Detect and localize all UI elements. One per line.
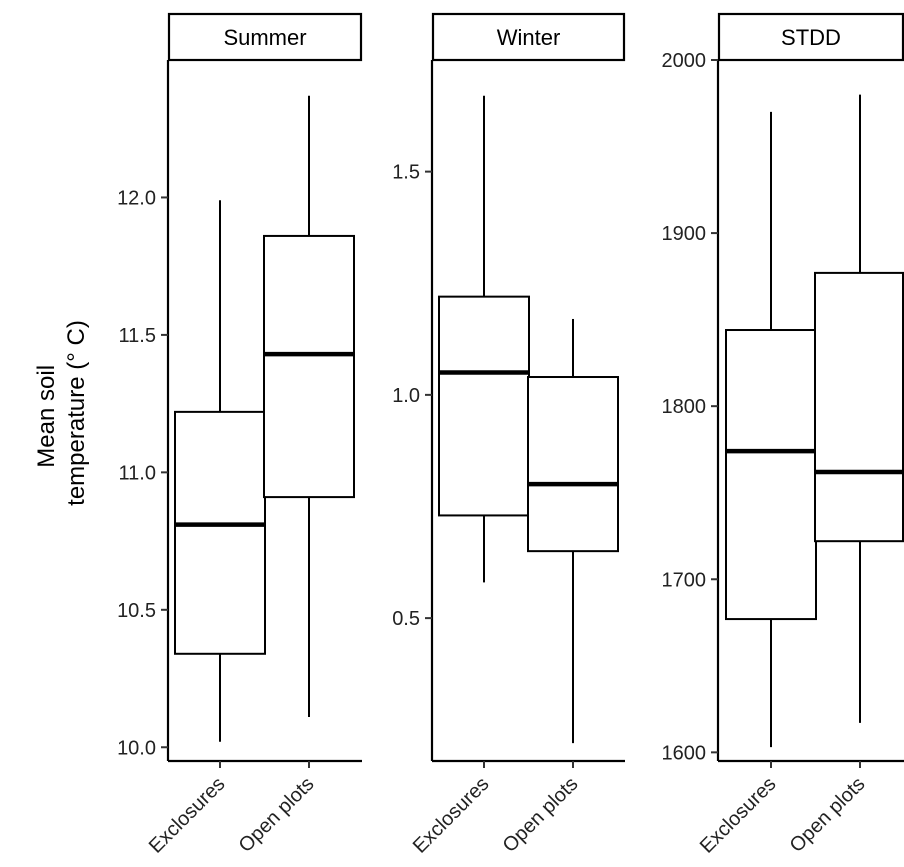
box-exclosures bbox=[725, 111, 817, 748]
facet-panel-summer: Summer 10.0 10.5 11.0 11.5 12.0 Exclosures Open… bbox=[117, 12, 363, 858]
y-tick-label: 11.0 bbox=[119, 462, 156, 484]
x-tick-label: Exclosures bbox=[409, 773, 494, 858]
facet-panel-stdd: STDD 1600 1700 1800 1900 2000 Exclosures Open p… bbox=[662, 12, 904, 858]
box-open-plots bbox=[527, 318, 619, 744]
facet-strip bbox=[167, 12, 363, 62]
y-tick-label: 1800 bbox=[662, 396, 707, 418]
x-tick-label: Exclosures bbox=[145, 773, 230, 858]
facet-strip bbox=[717, 12, 904, 62]
box-exclosures bbox=[438, 95, 530, 583]
x-tick-label: Open plots bbox=[235, 773, 319, 857]
y-axis-title: Mean soil temperature (° C) bbox=[33, 320, 90, 506]
iqr-box bbox=[438, 295, 530, 517]
box-open-plots bbox=[814, 94, 904, 723]
y-tick-label: 10.5 bbox=[117, 600, 156, 622]
y-tick-label: 0.5 bbox=[392, 608, 420, 630]
iqr-box bbox=[263, 234, 355, 499]
iqr-box bbox=[174, 410, 266, 655]
y-tick-label: 11.5 bbox=[119, 325, 156, 347]
y-axis-title-line-1: Mean soil bbox=[33, 365, 60, 468]
iqr-box bbox=[725, 329, 817, 621]
x-tick-label: Exclosures bbox=[696, 773, 781, 858]
facet-panel-winter: Winter 0.5 1.0 1.5 Exclosures Open plots bbox=[392, 12, 626, 858]
y-tick-label: 1.5 bbox=[392, 162, 420, 184]
box-open-plots bbox=[263, 95, 355, 718]
y-tick-label: 10.0 bbox=[117, 737, 156, 759]
box-exclosures bbox=[174, 200, 266, 742]
y-tick-label: 1900 bbox=[662, 223, 707, 245]
facet-strip bbox=[431, 12, 626, 62]
iqr-box bbox=[814, 271, 904, 543]
x-tick-label: Open plots bbox=[786, 773, 870, 857]
y-tick-label: 12.0 bbox=[117, 187, 156, 209]
facet-strip-label: Winter bbox=[497, 25, 561, 50]
y-axis-title-line-2: temperature (° C) bbox=[63, 320, 90, 506]
y-tick-label: 1700 bbox=[662, 569, 707, 591]
facet-strip-label: STDD bbox=[781, 25, 841, 50]
y-tick-label: 1.0 bbox=[392, 385, 420, 407]
facet-strip-label: Summer bbox=[223, 25, 306, 50]
y-tick-label: 2000 bbox=[662, 50, 707, 72]
iqr-box bbox=[527, 376, 619, 553]
y-tick-label: 1600 bbox=[662, 742, 707, 764]
x-tick-label: Open plots bbox=[499, 773, 583, 857]
